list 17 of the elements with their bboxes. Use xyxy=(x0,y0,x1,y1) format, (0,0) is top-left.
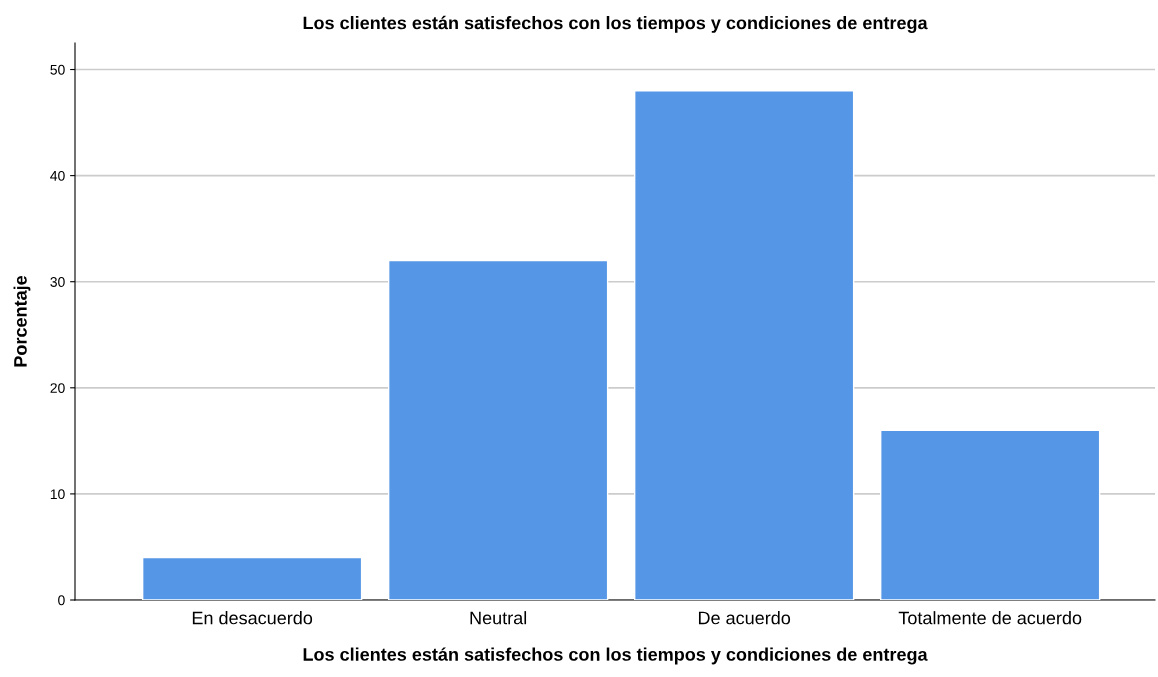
x-tick-label: De acuerdo xyxy=(698,611,791,625)
x-axis-title: Los clientes están satisfechos con los tiempos y condiciones de entrega xyxy=(303,647,928,665)
y-tick-label: 0 xyxy=(58,595,65,606)
x-tick-label: Totalmente de acuerdo xyxy=(898,611,1082,625)
y-tick-label: 50 xyxy=(50,64,65,75)
y-tick-label: 20 xyxy=(50,383,65,393)
y-tick-label: 30 xyxy=(50,277,65,287)
x-tick-label: En desacuerdo xyxy=(192,611,313,625)
y-tick-label: 10 xyxy=(50,489,65,500)
bar xyxy=(879,429,1101,600)
y-axis-title: Porcentaje xyxy=(13,275,31,367)
x-tick-label: Neutral xyxy=(470,611,527,625)
bar xyxy=(141,556,363,600)
bar xyxy=(387,259,609,600)
bar xyxy=(633,90,855,600)
chart-title: Los clientes están satisfechos con los tiempos y condiciones de entrega xyxy=(303,15,928,33)
y-tick-label: 40 xyxy=(50,170,65,181)
